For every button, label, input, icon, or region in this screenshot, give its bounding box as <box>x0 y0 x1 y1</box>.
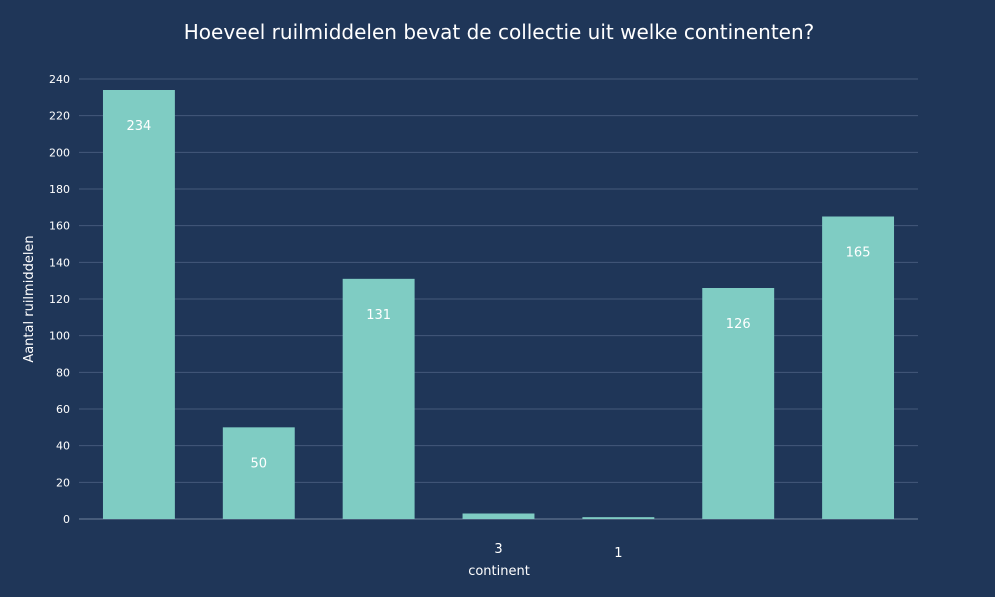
bar-data-label: 131 <box>366 308 391 323</box>
y-axis-title: Aantal ruilmiddelen <box>22 235 37 362</box>
gridlines <box>79 78 918 520</box>
bar-data-labels: 234 50 131 126 165 <box>127 119 871 471</box>
chart-title: Hoeveel ruilmiddelen bevat de collectie … <box>184 20 815 44</box>
x-tick-label: 1 <box>614 546 622 561</box>
y-axis-ticks: 0 20 40 60 80 100 120 140 160 180 200 220 240 <box>49 73 70 526</box>
y-tick-label: 200 <box>49 146 70 159</box>
bar-data-label: 50 <box>251 456 268 471</box>
y-tick-label: 80 <box>56 366 70 379</box>
bar <box>102 90 175 519</box>
y-tick-label: 140 <box>49 256 70 269</box>
bars <box>102 90 895 519</box>
y-tick-label: 60 <box>56 403 70 416</box>
y-tick-label: 100 <box>49 330 70 343</box>
x-tick-label: 3 <box>494 542 502 557</box>
y-tick-label: 20 <box>56 476 70 489</box>
bar <box>582 517 655 519</box>
bar-data-label: 126 <box>726 317 751 332</box>
y-tick-label: 0 <box>63 513 70 526</box>
bar <box>342 278 415 519</box>
y-tick-label: 40 <box>56 440 70 453</box>
bar <box>702 288 775 519</box>
y-tick-label: 160 <box>49 220 70 233</box>
y-tick-label: 240 <box>49 73 70 86</box>
y-tick-label: 220 <box>49 110 70 123</box>
bar <box>222 427 295 519</box>
y-tick-label: 180 <box>49 183 70 196</box>
bar <box>822 216 895 519</box>
bar-data-label: 234 <box>127 119 152 134</box>
bar-data-label: 165 <box>846 246 871 261</box>
y-tick-label: 120 <box>49 293 70 306</box>
bar <box>462 513 535 519</box>
x-axis-title: continent <box>468 564 530 579</box>
